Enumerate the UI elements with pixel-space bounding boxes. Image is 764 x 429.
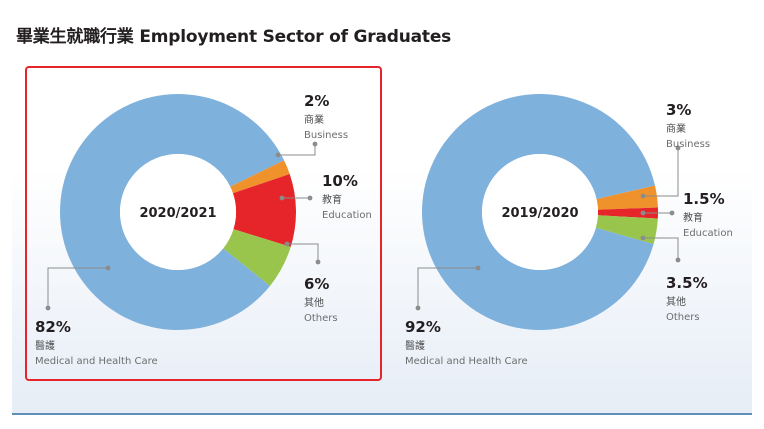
donut-chart-2: 2019/2020 92% 醫護 Medical and Health Care 3% 商… xyxy=(405,94,733,367)
label-pct-education: 1.5% xyxy=(683,190,725,208)
center-year-label: 2019/2020 xyxy=(501,206,578,221)
label-pct-medical: 92% xyxy=(405,318,441,336)
page-title: 畢業生就職行業 Employment Sector of Graduates xyxy=(16,27,452,47)
leader-end-dot-others xyxy=(675,257,681,263)
label-pct-others: 6% xyxy=(304,275,329,293)
slice-business xyxy=(596,185,658,210)
leader-line-others xyxy=(287,243,319,262)
leader-end-dot-medical xyxy=(45,305,51,311)
label-en-medical: Medical and Health Care xyxy=(405,356,528,367)
leader-end-dot-business xyxy=(312,141,318,147)
leader-dot-business xyxy=(640,193,646,199)
label-zh-medical: 醫護 xyxy=(35,339,55,352)
label-en-others: Others xyxy=(666,312,700,323)
leader-dot-others xyxy=(640,235,646,241)
leader-dot-education xyxy=(279,195,285,201)
label-zh-education: 教育 xyxy=(683,211,703,224)
label-pct-business: 3% xyxy=(666,101,691,119)
slice-others xyxy=(223,229,291,286)
leader-dot-medical xyxy=(475,265,481,271)
leader-end-dot-business xyxy=(675,145,681,151)
label-en-education: Education xyxy=(683,228,733,239)
label-pct-medical: 82% xyxy=(35,318,71,336)
label-zh-business: 商業 xyxy=(666,122,686,135)
label-en-others: Others xyxy=(304,313,338,324)
leader-end-dot-medical xyxy=(415,305,421,311)
slice-medical xyxy=(422,94,655,331)
leader-dot-education xyxy=(640,210,646,216)
label-pct-education: 10% xyxy=(322,172,358,190)
slice-medical xyxy=(60,94,285,330)
slice-education xyxy=(597,207,659,219)
label-zh-others: 其他 xyxy=(304,296,324,309)
leader-line-business xyxy=(278,144,316,156)
label-en-business: Business xyxy=(304,130,348,141)
slice-business xyxy=(230,160,290,194)
label-en-medical: Medical and Health Care xyxy=(35,356,158,367)
label-en-business: Business xyxy=(666,139,710,150)
label-zh-medical: 醫護 xyxy=(405,339,425,352)
donut-chart-1: 2020/2021 82% 醫護 Medical and Health Care 2% 商… xyxy=(35,92,372,367)
label-zh-others: 其他 xyxy=(666,295,686,308)
label-zh-business: 商業 xyxy=(304,113,324,126)
center-year-label: 2020/2021 xyxy=(139,206,216,221)
leader-line-medical xyxy=(47,267,108,308)
leader-end-dot-others xyxy=(315,259,321,265)
leader-dot-business xyxy=(275,152,281,158)
leader-end-dot-education xyxy=(307,195,313,201)
highlight-frame xyxy=(25,66,382,381)
leader-end-dot-education xyxy=(669,210,675,216)
label-pct-business: 2% xyxy=(304,92,329,110)
leader-dot-medical xyxy=(105,265,111,271)
leader-line-medical xyxy=(417,267,478,308)
leader-dot-others xyxy=(284,241,290,247)
donut-hole xyxy=(120,154,236,270)
slice-education xyxy=(232,173,296,247)
label-en-education: Education xyxy=(322,210,372,221)
leader-line-business xyxy=(643,148,679,197)
donut-hole xyxy=(482,154,598,270)
label-pct-others: 3.5% xyxy=(666,274,708,292)
leader-line-others xyxy=(643,237,679,260)
label-zh-education: 教育 xyxy=(322,193,342,206)
bottom-divider xyxy=(12,413,752,415)
